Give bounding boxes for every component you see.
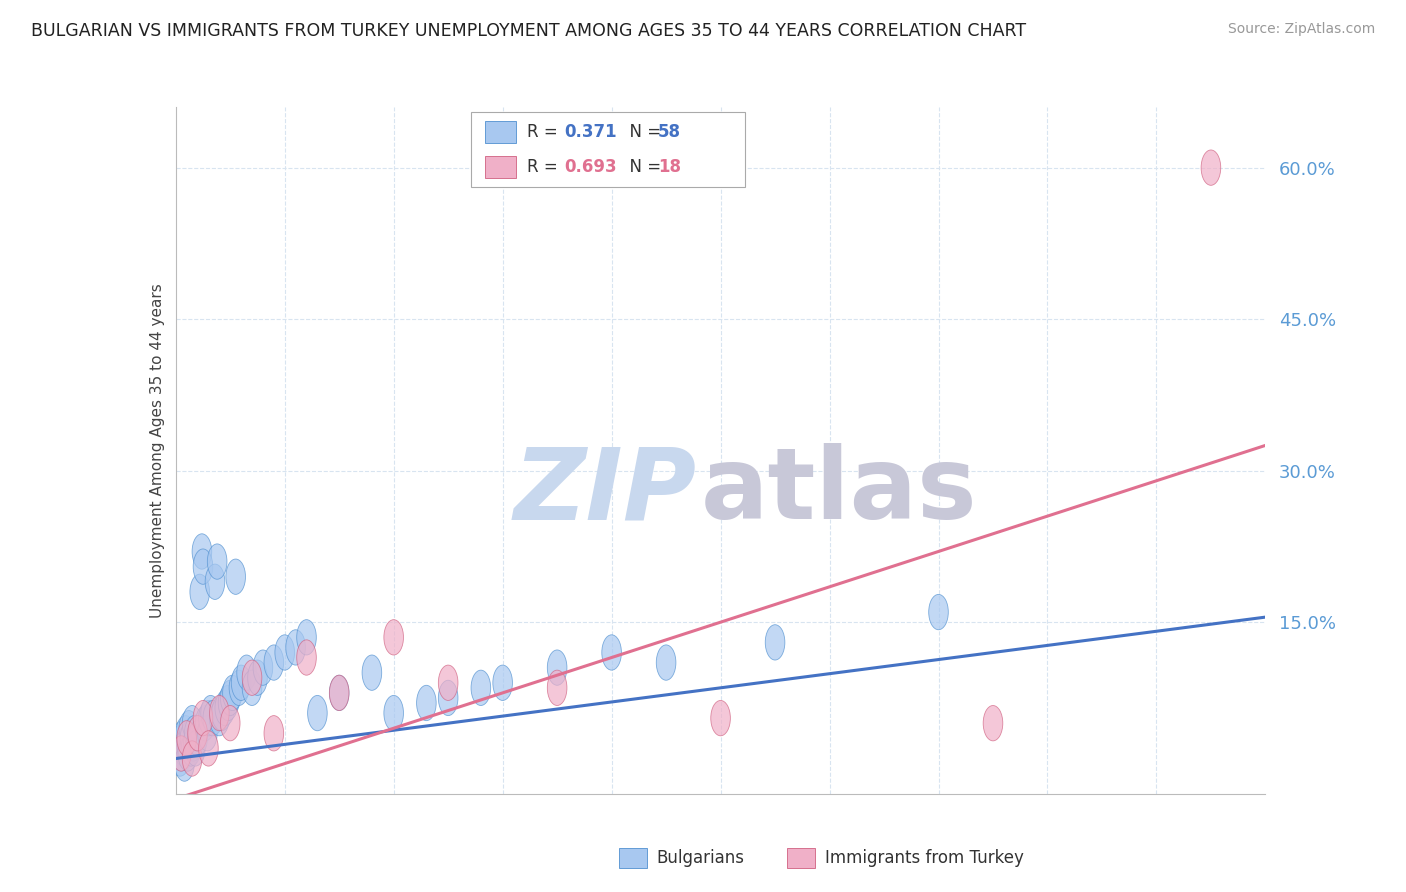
Text: Source: ZipAtlas.com: Source: ZipAtlas.com bbox=[1227, 22, 1375, 37]
Ellipse shape bbox=[188, 721, 207, 756]
Ellipse shape bbox=[547, 650, 567, 685]
Text: R =: R = bbox=[527, 158, 564, 176]
Ellipse shape bbox=[172, 736, 191, 772]
Ellipse shape bbox=[285, 630, 305, 665]
Ellipse shape bbox=[547, 670, 567, 706]
Text: atlas: atlas bbox=[702, 443, 977, 541]
Ellipse shape bbox=[765, 624, 785, 660]
Ellipse shape bbox=[416, 685, 436, 721]
Ellipse shape bbox=[169, 731, 188, 766]
Ellipse shape bbox=[202, 700, 222, 736]
Ellipse shape bbox=[207, 544, 226, 579]
Ellipse shape bbox=[297, 620, 316, 655]
Ellipse shape bbox=[209, 700, 229, 736]
Ellipse shape bbox=[229, 670, 249, 706]
Ellipse shape bbox=[188, 715, 207, 751]
Text: Bulgarians: Bulgarians bbox=[657, 849, 745, 867]
Ellipse shape bbox=[179, 711, 198, 746]
Ellipse shape bbox=[242, 660, 262, 696]
Ellipse shape bbox=[198, 731, 218, 766]
Text: 18: 18 bbox=[658, 158, 681, 176]
Ellipse shape bbox=[181, 731, 201, 766]
Ellipse shape bbox=[172, 736, 191, 772]
Ellipse shape bbox=[222, 675, 242, 711]
Ellipse shape bbox=[195, 706, 215, 741]
Ellipse shape bbox=[183, 726, 202, 761]
Ellipse shape bbox=[176, 715, 195, 751]
Ellipse shape bbox=[174, 746, 194, 781]
Text: 58: 58 bbox=[658, 123, 681, 141]
Text: 0.371: 0.371 bbox=[564, 123, 616, 141]
Ellipse shape bbox=[212, 696, 232, 731]
Ellipse shape bbox=[247, 660, 267, 696]
Ellipse shape bbox=[471, 670, 491, 706]
Ellipse shape bbox=[329, 675, 349, 711]
Y-axis label: Unemployment Among Ages 35 to 44 years: Unemployment Among Ages 35 to 44 years bbox=[149, 283, 165, 618]
Ellipse shape bbox=[983, 706, 1002, 741]
Ellipse shape bbox=[221, 681, 240, 715]
Text: R =: R = bbox=[527, 123, 564, 141]
Ellipse shape bbox=[169, 726, 188, 761]
Ellipse shape bbox=[193, 533, 212, 569]
Ellipse shape bbox=[190, 574, 209, 609]
Ellipse shape bbox=[264, 645, 284, 681]
Text: 0.693: 0.693 bbox=[564, 158, 616, 176]
Ellipse shape bbox=[242, 670, 262, 706]
Ellipse shape bbox=[264, 715, 284, 751]
Ellipse shape bbox=[439, 681, 458, 715]
Ellipse shape bbox=[183, 706, 202, 741]
Ellipse shape bbox=[439, 665, 458, 700]
Ellipse shape bbox=[209, 696, 229, 731]
Ellipse shape bbox=[236, 655, 256, 690]
Ellipse shape bbox=[232, 665, 250, 700]
Ellipse shape bbox=[184, 715, 204, 751]
Ellipse shape bbox=[183, 741, 202, 776]
Ellipse shape bbox=[198, 700, 218, 736]
Ellipse shape bbox=[363, 655, 381, 690]
Ellipse shape bbox=[201, 696, 221, 731]
Ellipse shape bbox=[329, 675, 349, 711]
Ellipse shape bbox=[297, 640, 316, 675]
Ellipse shape bbox=[276, 635, 294, 670]
Ellipse shape bbox=[177, 721, 197, 756]
Ellipse shape bbox=[180, 721, 200, 756]
Ellipse shape bbox=[1201, 150, 1220, 186]
Ellipse shape bbox=[177, 726, 197, 761]
Ellipse shape bbox=[173, 721, 193, 756]
Ellipse shape bbox=[657, 645, 676, 681]
Text: N =: N = bbox=[619, 123, 666, 141]
Ellipse shape bbox=[384, 696, 404, 731]
Text: BULGARIAN VS IMMIGRANTS FROM TURKEY UNEMPLOYMENT AMONG AGES 35 TO 44 YEARS CORRE: BULGARIAN VS IMMIGRANTS FROM TURKEY UNEM… bbox=[31, 22, 1026, 40]
Text: ZIP: ZIP bbox=[513, 443, 696, 541]
Ellipse shape bbox=[384, 620, 404, 655]
Ellipse shape bbox=[308, 696, 328, 731]
Text: N =: N = bbox=[619, 158, 666, 176]
Ellipse shape bbox=[186, 731, 205, 766]
Ellipse shape bbox=[218, 685, 238, 721]
Ellipse shape bbox=[193, 549, 212, 584]
Ellipse shape bbox=[929, 594, 948, 630]
Ellipse shape bbox=[197, 715, 217, 751]
Ellipse shape bbox=[253, 650, 273, 685]
Ellipse shape bbox=[215, 690, 235, 726]
Ellipse shape bbox=[179, 736, 197, 772]
Ellipse shape bbox=[602, 635, 621, 670]
Ellipse shape bbox=[711, 700, 730, 736]
Ellipse shape bbox=[170, 741, 190, 776]
Ellipse shape bbox=[205, 564, 225, 599]
Text: Immigrants from Turkey: Immigrants from Turkey bbox=[825, 849, 1024, 867]
Ellipse shape bbox=[221, 706, 240, 741]
Ellipse shape bbox=[494, 665, 512, 700]
Ellipse shape bbox=[226, 559, 246, 594]
Ellipse shape bbox=[173, 731, 193, 766]
Ellipse shape bbox=[193, 700, 212, 736]
